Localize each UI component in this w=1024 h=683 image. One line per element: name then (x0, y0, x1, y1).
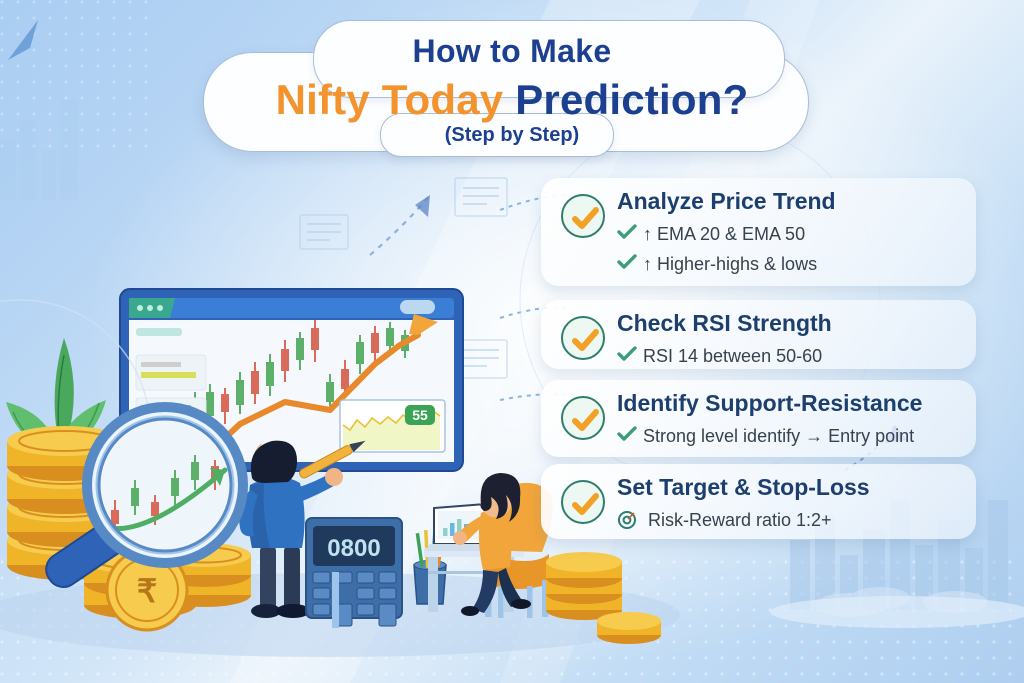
svg-text:₹: ₹ (137, 573, 157, 609)
svg-text:0800: 0800 (327, 535, 380, 562)
svg-text:55: 55 (412, 407, 428, 423)
